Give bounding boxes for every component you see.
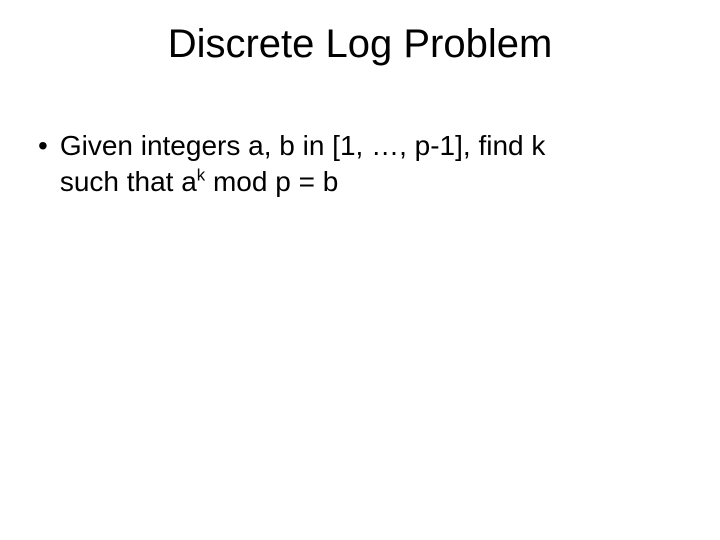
bullet-line-1: Given integers a, b in [1, …, p-1], find…	[60, 130, 546, 161]
slide-title: Discrete Log Problem	[0, 22, 720, 67]
bullet-marker: •	[38, 128, 48, 164]
bullet-line-2b: mod p = b	[205, 166, 338, 197]
bullet-item: • Given integers a, b in [1, …, p-1], fi…	[38, 128, 680, 200]
slide: Discrete Log Problem • Given integers a,…	[0, 0, 720, 540]
slide-body: • Given integers a, b in [1, …, p-1], fi…	[38, 128, 680, 200]
bullet-text: Given integers a, b in [1, …, p-1], find…	[60, 128, 546, 200]
superscript-k: k	[197, 166, 205, 185]
bullet-line-2a: such that a	[60, 166, 197, 197]
